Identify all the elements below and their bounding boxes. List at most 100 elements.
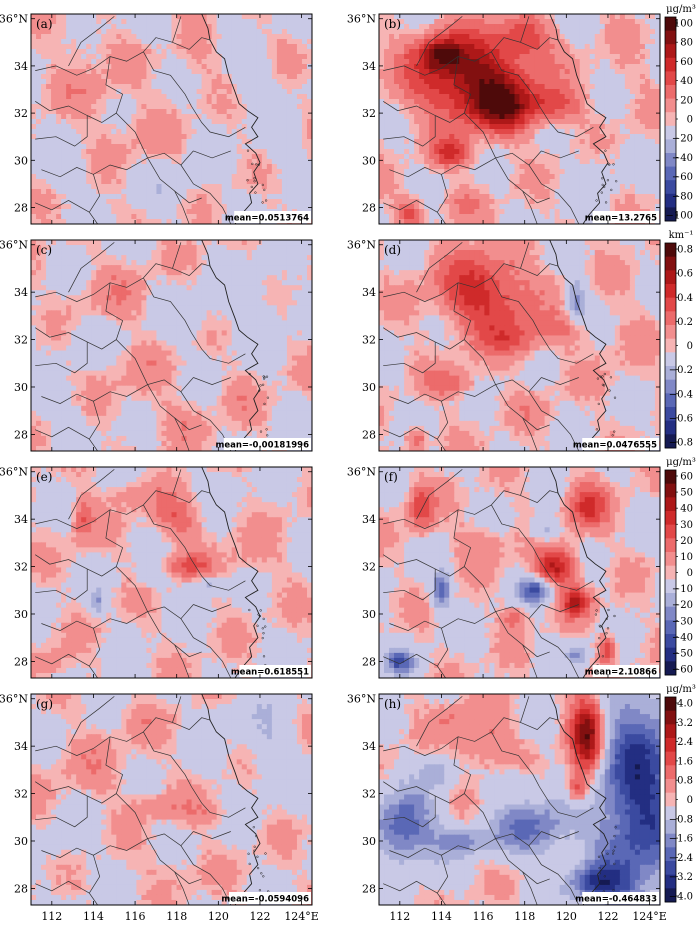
field-cell <box>31 89 37 95</box>
field-cell <box>226 14 233 20</box>
field-cell <box>86 109 92 115</box>
field-cell <box>161 194 168 200</box>
field-cell <box>221 159 228 165</box>
field-cell <box>71 134 77 140</box>
field-cell <box>529 19 536 25</box>
field-cell <box>286 204 293 210</box>
field-cell <box>61 250 67 256</box>
field-cell <box>181 169 188 175</box>
field-cell <box>409 149 415 155</box>
field-cell <box>504 144 511 150</box>
field-cell <box>291 54 298 60</box>
field-cell <box>499 219 506 224</box>
field-cell <box>236 69 243 75</box>
field-cell <box>136 49 142 55</box>
field-cell <box>599 59 606 65</box>
field-cell <box>454 89 460 95</box>
field-cell <box>251 49 258 55</box>
field-cell <box>176 184 183 190</box>
field-cell <box>136 14 142 20</box>
field-cell <box>136 69 142 75</box>
field-cell <box>206 59 213 65</box>
field-cell <box>276 164 283 170</box>
field-cell <box>306 39 312 45</box>
province-boundary <box>522 190 550 204</box>
field-cell <box>276 144 283 150</box>
field-cell <box>609 109 616 115</box>
field-cell <box>106 124 112 130</box>
field-cell <box>246 204 253 210</box>
field-cell <box>529 199 536 205</box>
field-cell <box>464 19 470 25</box>
field-cell <box>126 149 132 155</box>
field-cell <box>454 169 460 175</box>
field-cell <box>489 29 496 35</box>
field-cell <box>101 174 107 180</box>
field-cell <box>246 79 253 85</box>
field-cell <box>96 94 102 100</box>
field-cell <box>76 59 82 65</box>
field-cell <box>534 109 541 115</box>
field-cell <box>389 149 395 155</box>
field-cell <box>599 14 606 20</box>
field-cell <box>639 99 646 105</box>
field-cell <box>306 69 312 75</box>
field-cell <box>524 134 531 140</box>
field-cell <box>86 169 92 175</box>
field-cell <box>514 219 521 224</box>
field-cell <box>96 114 102 120</box>
field-cell <box>534 74 541 80</box>
field-cell <box>609 84 616 90</box>
field-cell <box>549 89 556 95</box>
field-cell <box>434 19 440 25</box>
field-cell <box>116 194 122 200</box>
field-cell <box>241 250 248 256</box>
field-cell <box>469 89 475 95</box>
field-cell <box>221 114 228 120</box>
field-cell <box>414 59 420 65</box>
field-cell <box>379 154 385 160</box>
field-cell <box>629 134 636 140</box>
field-cell <box>261 44 268 50</box>
field-cell <box>474 79 480 85</box>
field-cell <box>609 114 616 120</box>
field-cell <box>156 204 163 210</box>
field-cell <box>564 159 571 165</box>
field-cell <box>609 134 616 140</box>
field-cell <box>469 154 475 160</box>
field-cell <box>271 174 278 180</box>
field-cell <box>524 144 531 150</box>
field-cell <box>236 194 243 200</box>
field-cell <box>266 154 273 160</box>
field-cell <box>409 154 415 160</box>
field-cell <box>126 139 132 145</box>
field-cell <box>91 204 97 210</box>
field-cell <box>634 79 641 85</box>
field-cell <box>419 209 425 215</box>
field-cell <box>394 89 400 95</box>
field-cell <box>509 189 516 195</box>
field-cell <box>191 124 198 130</box>
field-cell <box>31 144 37 150</box>
field-cell <box>236 84 243 90</box>
field-cell <box>504 49 511 55</box>
field-cell <box>509 144 516 150</box>
field-cell <box>629 174 636 180</box>
field-cell <box>156 109 163 115</box>
field-cell <box>66 14 72 20</box>
field-cell <box>479 64 485 70</box>
field-cell <box>459 69 465 75</box>
field-cell <box>96 124 102 130</box>
field-cell <box>136 29 142 35</box>
field-cell <box>56 139 62 145</box>
field-cell <box>241 134 248 140</box>
field-cell <box>116 29 122 35</box>
field-cell <box>71 114 77 120</box>
field-cell <box>201 14 208 20</box>
field-cell <box>186 204 193 210</box>
field-cell <box>404 159 410 165</box>
field-cell <box>36 129 42 135</box>
field-cell <box>384 164 390 170</box>
field-cell <box>161 39 168 45</box>
field-cell <box>81 94 87 100</box>
